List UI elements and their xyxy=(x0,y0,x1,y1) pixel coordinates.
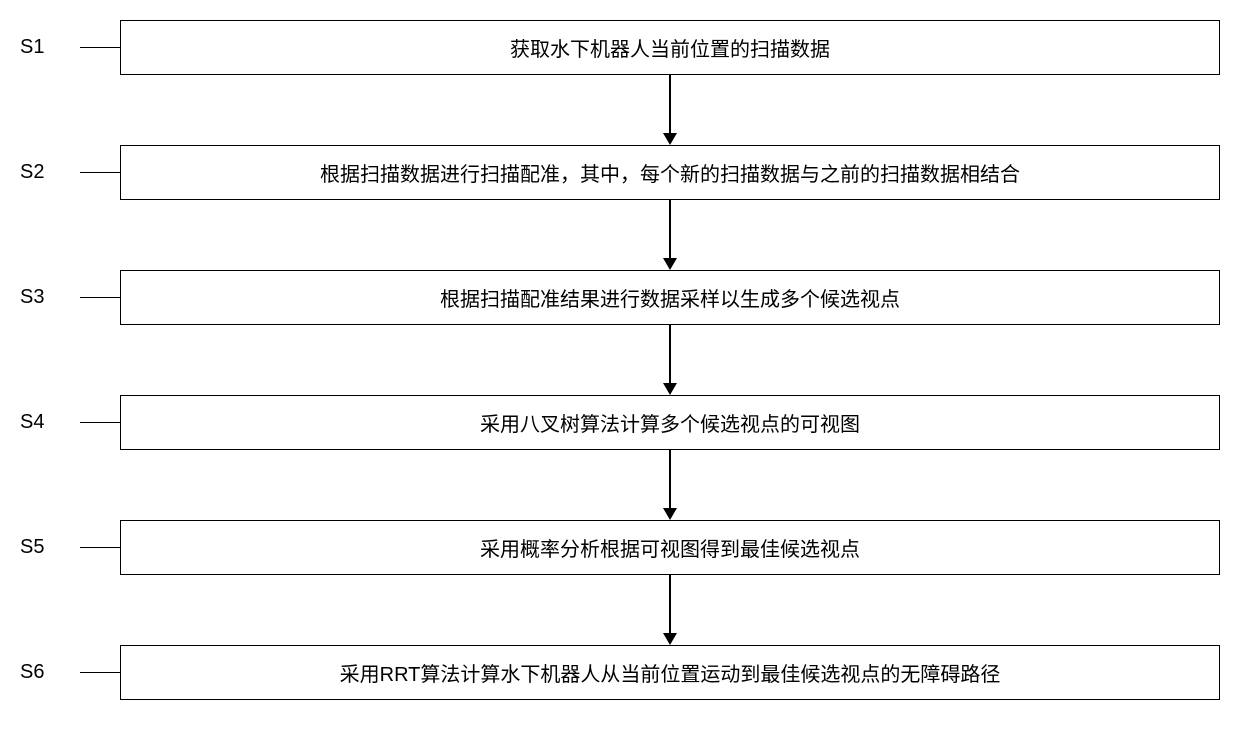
step-label-s4: S4 xyxy=(20,411,80,434)
step-label-s1: S1 xyxy=(20,36,80,59)
arrow-line xyxy=(669,75,671,133)
connector-line xyxy=(80,47,120,48)
arrow-line xyxy=(669,450,671,508)
step-box-s3: 根据扫描配准结果进行数据采样以生成多个候选视点 xyxy=(120,270,1220,325)
step-box-s2: 根据扫描数据进行扫描配准，其中，每个新的扫描数据与之前的扫描数据相结合 xyxy=(120,145,1220,200)
step-text: 根据扫描配准结果进行数据采样以生成多个候选视点 xyxy=(440,283,900,312)
arrow-head-icon xyxy=(663,508,677,520)
step-label-s2: S2 xyxy=(20,161,80,184)
arrow-head-icon xyxy=(663,633,677,645)
step-row: S4 采用八叉树算法计算多个候选视点的可视图 xyxy=(20,395,1220,450)
step-row: S6 采用RRT算法计算水下机器人从当前位置运动到最佳候选视点的无障碍路径 xyxy=(20,645,1220,700)
arrow-head-icon xyxy=(663,258,677,270)
step-row: S3 根据扫描配准结果进行数据采样以生成多个候选视点 xyxy=(20,270,1220,325)
step-text: 采用概率分析根据可视图得到最佳候选视点 xyxy=(480,533,860,562)
step-text: 根据扫描数据进行扫描配准，其中，每个新的扫描数据与之前的扫描数据相结合 xyxy=(320,158,1020,187)
step-label-s3: S3 xyxy=(20,286,80,309)
connector-line xyxy=(80,172,120,173)
connector-line xyxy=(80,672,120,673)
step-text: 采用八叉树算法计算多个候选视点的可视图 xyxy=(480,408,860,437)
step-text: 获取水下机器人当前位置的扫描数据 xyxy=(510,33,830,62)
step-box-s6: 采用RRT算法计算水下机器人从当前位置运动到最佳候选视点的无障碍路径 xyxy=(120,645,1220,700)
step-box-s4: 采用八叉树算法计算多个候选视点的可视图 xyxy=(120,395,1220,450)
arrow-line xyxy=(669,325,671,383)
arrow-line xyxy=(669,200,671,258)
step-row: S2 根据扫描数据进行扫描配准，其中，每个新的扫描数据与之前的扫描数据相结合 xyxy=(20,145,1220,200)
arrow-down-icon xyxy=(120,325,1220,395)
connector-line xyxy=(80,547,120,548)
arrow-head-icon xyxy=(663,383,677,395)
step-row: S1 获取水下机器人当前位置的扫描数据 xyxy=(20,20,1220,75)
arrow-down-icon xyxy=(120,200,1220,270)
arrow-down-icon xyxy=(120,575,1220,645)
step-label-s6: S6 xyxy=(20,661,80,684)
connector-line xyxy=(80,297,120,298)
arrow-head-icon xyxy=(663,133,677,145)
step-text: 采用RRT算法计算水下机器人从当前位置运动到最佳候选视点的无障碍路径 xyxy=(340,658,1001,687)
arrow-line xyxy=(669,575,671,633)
arrow-down-icon xyxy=(120,450,1220,520)
step-label-s5: S5 xyxy=(20,536,80,559)
connector-line xyxy=(80,422,120,423)
step-box-s1: 获取水下机器人当前位置的扫描数据 xyxy=(120,20,1220,75)
arrow-down-icon xyxy=(120,75,1220,145)
flowchart-container: S1 获取水下机器人当前位置的扫描数据 S2 根据扫描数据进行扫描配准，其中，每… xyxy=(20,20,1220,700)
step-row: S5 采用概率分析根据可视图得到最佳候选视点 xyxy=(20,520,1220,575)
step-box-s5: 采用概率分析根据可视图得到最佳候选视点 xyxy=(120,520,1220,575)
